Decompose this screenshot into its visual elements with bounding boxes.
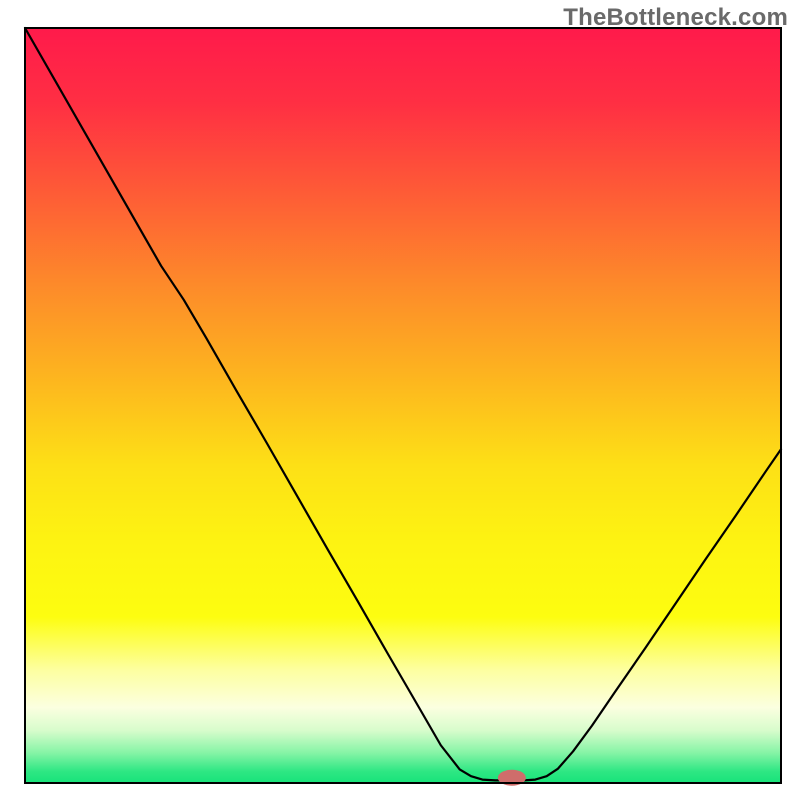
watermark-text: TheBottleneck.com bbox=[563, 4, 788, 32]
bottleneck-chart bbox=[0, 0, 800, 800]
plot-background bbox=[25, 28, 781, 783]
